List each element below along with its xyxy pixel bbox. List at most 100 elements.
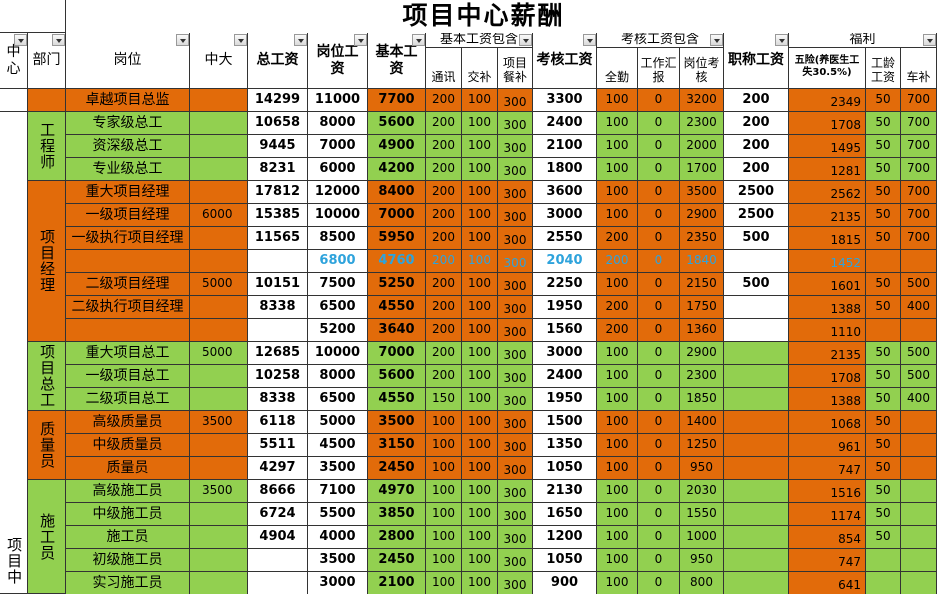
- value-cell: 1000: [680, 526, 724, 549]
- department-cell: [28, 89, 66, 112]
- cell-text: 8338: [259, 298, 296, 314]
- cell-text: 50: [875, 483, 891, 498]
- cell-text: 6118: [259, 413, 296, 429]
- value-cell: 50: [866, 227, 901, 250]
- cell-text: 0: [654, 460, 663, 475]
- value-cell: 300: [498, 204, 533, 227]
- value-cell: 300: [498, 112, 533, 135]
- value-cell: 1700: [680, 158, 724, 181]
- cell-text: 考核工资: [536, 52, 593, 69]
- filter-button[interactable]: [354, 34, 367, 46]
- cell-text: 100: [605, 138, 629, 153]
- cell-text: 2300: [686, 115, 717, 130]
- filter-button[interactable]: [52, 34, 65, 46]
- value-cell: [724, 503, 789, 526]
- cell-text: 3000: [546, 344, 583, 360]
- cell-text: 2135: [830, 348, 861, 363]
- value-cell: 200: [426, 319, 462, 342]
- value-cell: 3600: [533, 181, 597, 204]
- filter-button[interactable]: [775, 34, 788, 46]
- cell-text: 200: [432, 161, 455, 176]
- filter-button[interactable]: [176, 34, 189, 46]
- cell-text: 300: [503, 578, 527, 593]
- cell-text: 五险(养医生工失30.5%): [794, 55, 860, 78]
- cell-text: 200: [432, 138, 455, 153]
- cell-text: 0: [654, 368, 663, 383]
- department-cell: 施工员: [28, 480, 66, 594]
- position-cell: 一级项目总工: [66, 365, 190, 388]
- value-cell: [724, 319, 789, 342]
- value-cell: [190, 181, 248, 204]
- filter-button[interactable]: [14, 34, 27, 46]
- column-header: 车补: [901, 48, 937, 89]
- column-header: 职称工资: [724, 33, 789, 89]
- column-header: 五险(养医生工失30.5%): [789, 48, 866, 89]
- filter-button[interactable]: [519, 34, 532, 46]
- position-cell: 二级项目总工: [66, 388, 190, 411]
- value-cell: 800: [680, 572, 724, 594]
- cell-text: 961: [838, 440, 861, 455]
- value-cell: [190, 526, 248, 549]
- value-cell: 6000: [308, 158, 368, 181]
- value-cell: [724, 342, 789, 365]
- value-cell: 0: [638, 250, 680, 273]
- value-cell: [724, 572, 789, 594]
- cell-text: 100: [605, 345, 629, 360]
- cell-text: 1281: [830, 164, 861, 179]
- department-cell: 项目经理: [28, 181, 66, 342]
- value-cell: 200: [426, 296, 462, 319]
- filter-button[interactable]: [583, 34, 596, 46]
- value-cell: 15385: [248, 204, 308, 227]
- value-cell: 300: [498, 411, 533, 434]
- value-cell: 1516: [789, 480, 866, 503]
- cell-text: 100: [605, 460, 629, 475]
- value-cell: 7000: [308, 135, 368, 158]
- cell-text: 200: [742, 137, 770, 153]
- cell-text: 8338: [259, 390, 296, 406]
- filter-button[interactable]: [412, 34, 425, 46]
- cell-text: 100: [468, 207, 491, 222]
- cell-text: 中级质量员: [92, 436, 163, 453]
- cell-text: 施工员: [106, 528, 149, 545]
- value-cell: 500: [901, 342, 937, 365]
- group-header: 福利: [789, 33, 937, 48]
- filter-button[interactable]: [710, 34, 723, 46]
- value-cell: 0: [638, 319, 680, 342]
- value-cell: 3500: [190, 480, 248, 503]
- value-cell: 11565: [248, 227, 308, 250]
- value-cell: 2150: [680, 273, 724, 296]
- cell-text: 福利: [849, 33, 876, 47]
- cell-text: 100: [605, 115, 629, 130]
- value-cell: 100: [597, 388, 638, 411]
- cell-text: 0: [654, 391, 663, 406]
- cell-text: 300: [503, 187, 527, 202]
- filter-button[interactable]: [923, 34, 936, 46]
- value-cell: 100: [597, 135, 638, 158]
- value-cell: 2300: [680, 365, 724, 388]
- value-cell: [190, 572, 248, 594]
- cell-text: 950: [690, 460, 713, 475]
- value-cell: 300: [498, 549, 533, 572]
- value-cell: [724, 296, 789, 319]
- filter-button[interactable]: [294, 34, 307, 46]
- cell-text: 100: [468, 414, 491, 429]
- value-cell: 100: [462, 549, 498, 572]
- value-cell: 100: [462, 365, 498, 388]
- cell-text: 工程师: [38, 122, 57, 170]
- value-cell: 3850: [368, 503, 426, 526]
- value-cell: 100: [462, 480, 498, 503]
- value-cell: 300: [498, 572, 533, 594]
- cell-text: 4297: [259, 459, 296, 475]
- cell-text: 1815: [830, 233, 861, 248]
- position-cell: 二级项目经理: [66, 273, 190, 296]
- value-cell: 200: [426, 227, 462, 250]
- filter-button[interactable]: [234, 34, 247, 46]
- value-cell: 5500: [308, 503, 368, 526]
- value-cell: 200: [426, 250, 462, 273]
- column-header: 项目餐补: [498, 48, 533, 89]
- cell-text: 50: [875, 437, 891, 452]
- value-cell: 100: [462, 296, 498, 319]
- cell-text: 150: [432, 391, 455, 406]
- value-cell: 300: [498, 89, 533, 112]
- cell-text: 300: [503, 509, 527, 524]
